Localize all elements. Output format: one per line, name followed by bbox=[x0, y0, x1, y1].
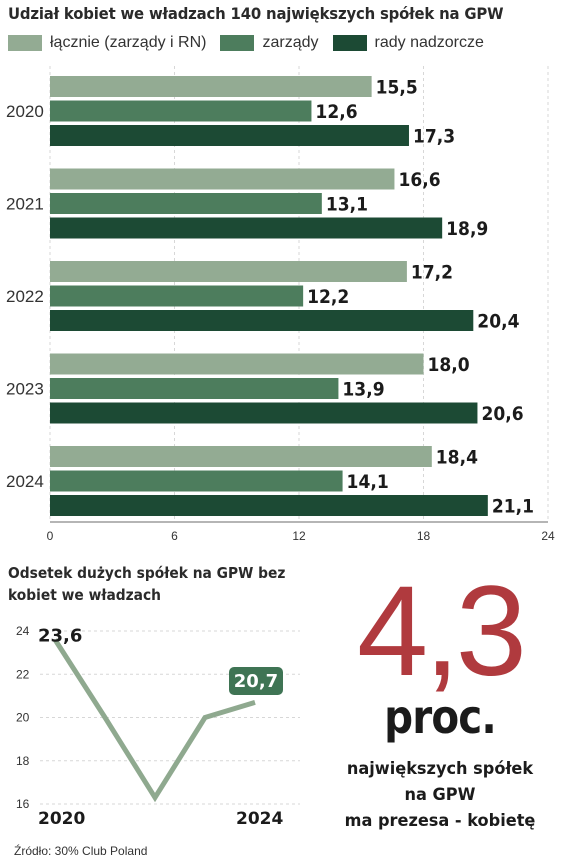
x-tick-label: 24 bbox=[541, 529, 555, 543]
bar-value-label: 21,1 bbox=[492, 496, 534, 518]
highlight-unit: proc. bbox=[384, 690, 497, 744]
category-label: 2021 bbox=[6, 195, 44, 214]
caption-line-3: ma prezesa - kobietę bbox=[344, 811, 536, 831]
chart-title: Udział kobiet we władzach 140 największy… bbox=[8, 4, 504, 23]
bar-value-label: 18,9 bbox=[446, 218, 488, 240]
bar-value-label: 20,6 bbox=[481, 403, 523, 425]
bar bbox=[50, 193, 322, 214]
legend-label-total: łącznie (zarządy i RN) bbox=[50, 34, 207, 51]
bar-value-label: 14,1 bbox=[347, 471, 389, 493]
bar bbox=[50, 353, 424, 375]
bar-value-label: 20,4 bbox=[477, 311, 519, 333]
bar bbox=[50, 310, 474, 331]
legend-item-supervisory: rady nadzorcze bbox=[332, 34, 484, 52]
bar-value-label: 13,1 bbox=[326, 194, 368, 216]
bar bbox=[50, 470, 343, 492]
bar bbox=[50, 402, 478, 424]
bar-value-label: 12,2 bbox=[307, 286, 349, 308]
bar bbox=[50, 285, 304, 307]
bar bbox=[50, 378, 339, 399]
x-tick-label: 0 bbox=[47, 529, 54, 543]
legend-label-supervisory: rady nadzorcze bbox=[374, 34, 484, 51]
annotation-badge bbox=[229, 667, 283, 695]
x-tick-label: 2024 bbox=[236, 809, 283, 829]
bar bbox=[50, 495, 488, 516]
highlight-caption: największych spółek na GPW ma prezesa - … bbox=[320, 756, 560, 834]
x-tick-label: 6 bbox=[171, 529, 178, 543]
annotation-label: 20,7 bbox=[234, 671, 278, 692]
y-tick-label: 22 bbox=[16, 667, 30, 681]
bar-value-label: 12,6 bbox=[315, 101, 357, 123]
bar-value-label: 18,0 bbox=[428, 354, 470, 376]
legend-item-total: łącznie (zarządy i RN) bbox=[8, 34, 206, 52]
bar bbox=[50, 76, 372, 97]
y-tick-label: 24 bbox=[16, 624, 30, 638]
legend-item-boards: zarządy bbox=[220, 34, 319, 52]
line-series bbox=[52, 638, 256, 803]
bar-value-label: 17,2 bbox=[411, 262, 453, 284]
caption-line-1: największych spółek bbox=[346, 759, 534, 779]
bar-value-label: 16,6 bbox=[398, 169, 440, 191]
line-chart-title: Odsetek dużych spółek na GPW bez kobiet … bbox=[8, 564, 286, 604]
category-label: 2022 bbox=[6, 287, 44, 306]
bar-value-label: 13,9 bbox=[342, 379, 384, 401]
y-tick-label: 20 bbox=[16, 711, 30, 725]
bar-value-label: 17,3 bbox=[413, 126, 455, 148]
bar-value-label: 15,5 bbox=[376, 77, 418, 99]
x-tick-label: 2020 bbox=[38, 809, 85, 829]
bar bbox=[50, 100, 312, 122]
y-tick-label: 16 bbox=[16, 797, 30, 811]
legend-swatch-total bbox=[8, 35, 42, 51]
bar bbox=[50, 217, 443, 239]
y-tick-label: 18 bbox=[16, 754, 30, 768]
legend: łącznie (zarządy i RN) zarządy rady nadz… bbox=[8, 34, 498, 52]
caption-line-2: na GPW bbox=[404, 785, 476, 805]
x-tick-label: 18 bbox=[417, 529, 431, 543]
bar bbox=[50, 125, 409, 146]
highlight-number: 4,3 bbox=[357, 560, 527, 703]
bar-chart: 0 6 12 18 24 2020 15,5 12,6 17,3 2021 16,6 13,1 18,9… bbox=[6, 66, 555, 543]
bar-value-label: 18,4 bbox=[436, 447, 478, 469]
category-label: 2023 bbox=[6, 380, 44, 399]
source-note: Źródło: 30% Club Poland bbox=[14, 844, 148, 858]
bar bbox=[50, 446, 432, 467]
legend-label-boards: zarządy bbox=[262, 34, 319, 51]
legend-swatch-boards bbox=[220, 35, 255, 51]
annotation-label: 23,6 bbox=[38, 626, 82, 647]
category-label: 2020 bbox=[6, 102, 44, 121]
bar bbox=[50, 168, 395, 190]
category-label: 2024 bbox=[6, 472, 44, 491]
bar bbox=[50, 261, 407, 282]
x-tick-label: 12 bbox=[292, 529, 306, 543]
legend-swatch-supervisory bbox=[332, 35, 367, 51]
